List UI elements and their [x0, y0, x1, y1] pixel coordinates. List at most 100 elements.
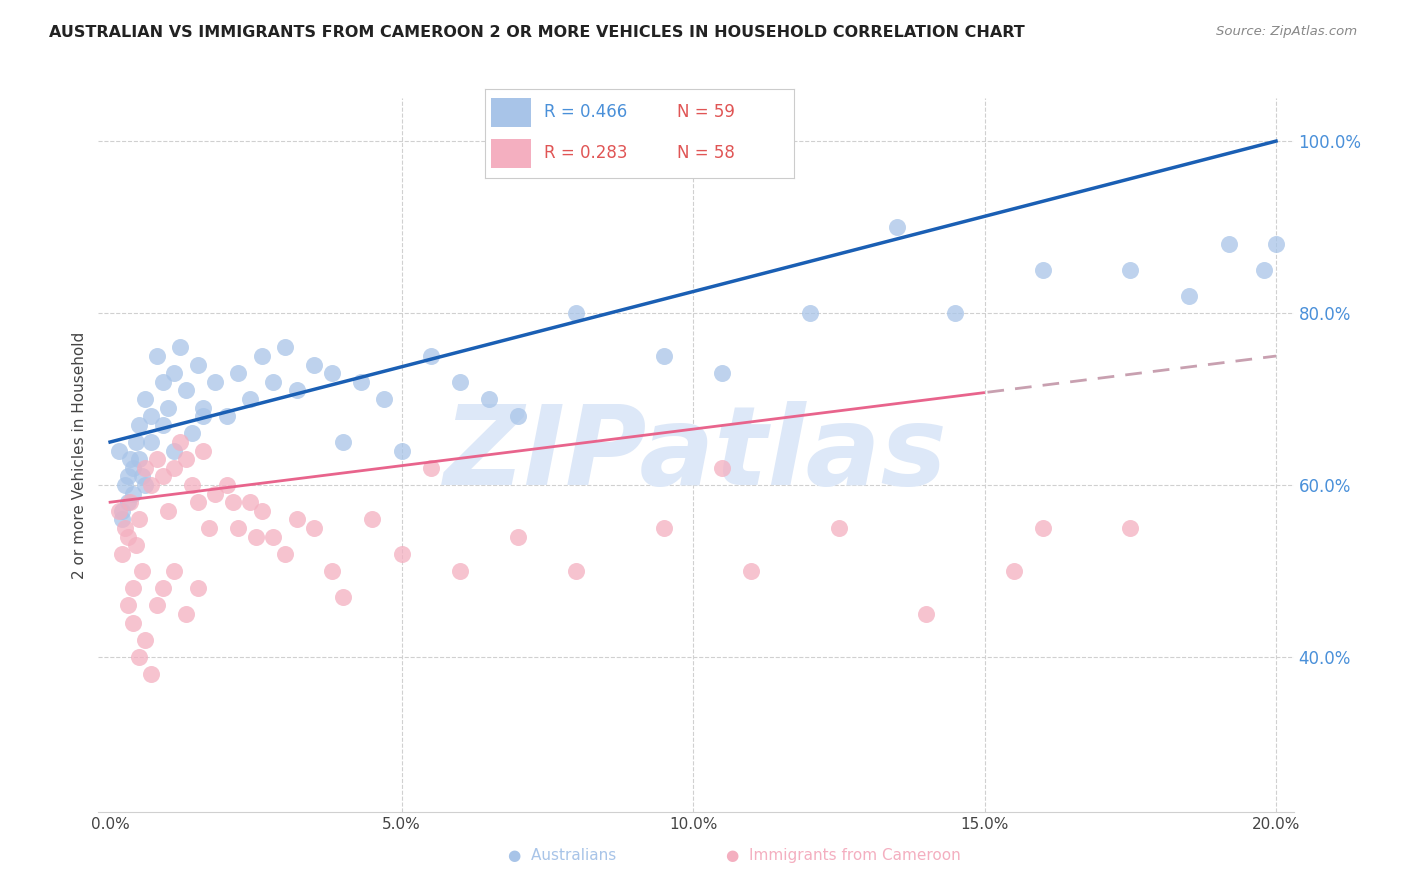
Point: [915, 607, 938, 621]
Point: [180, 478, 202, 492]
Point: [228, 366, 250, 380]
Point: [204, 375, 226, 389]
Text: ●  Australians: ● Australians: [509, 848, 616, 863]
Point: [1119, 521, 1142, 535]
Point: [449, 564, 471, 578]
Point: [131, 564, 153, 578]
Point: [128, 452, 150, 467]
Point: [117, 599, 139, 613]
Point: [125, 435, 148, 450]
Point: [204, 486, 226, 500]
Point: [186, 358, 208, 372]
Point: [886, 220, 908, 235]
Y-axis label: 2 or more Vehicles in Household: 2 or more Vehicles in Household: [72, 331, 87, 579]
Point: [145, 599, 167, 613]
Point: [1032, 521, 1054, 535]
Text: N = 58: N = 58: [676, 145, 735, 162]
Point: [1119, 263, 1142, 277]
Point: [1218, 237, 1240, 252]
Point: [321, 564, 343, 578]
Point: [193, 443, 215, 458]
Point: [152, 417, 174, 432]
Text: N = 59: N = 59: [676, 103, 735, 121]
Point: [134, 632, 156, 647]
Point: [186, 581, 208, 595]
Point: [163, 443, 186, 458]
Point: [163, 366, 186, 380]
Point: [565, 564, 588, 578]
Point: [134, 478, 156, 492]
Text: ●  Immigrants from Cameroon: ● Immigrants from Cameroon: [727, 848, 960, 863]
Point: [139, 667, 162, 681]
Point: [508, 409, 530, 424]
Point: [111, 512, 134, 526]
Point: [302, 358, 325, 372]
Text: Source: ZipAtlas.com: Source: ZipAtlas.com: [1216, 25, 1357, 38]
Point: [215, 409, 238, 424]
Point: [1177, 289, 1199, 303]
Point: [122, 615, 145, 630]
Point: [193, 401, 215, 415]
Point: [122, 581, 145, 595]
Point: [302, 521, 325, 535]
Point: [945, 306, 967, 320]
Point: [419, 460, 441, 475]
Point: [139, 435, 162, 450]
Point: [169, 341, 191, 355]
Text: ZIPatlas: ZIPatlas: [444, 401, 948, 508]
Point: [174, 384, 197, 398]
Point: [131, 469, 153, 483]
Point: [373, 392, 395, 406]
Point: [262, 375, 284, 389]
Point: [152, 469, 174, 483]
Point: [711, 366, 734, 380]
Point: [449, 375, 471, 389]
Point: [262, 530, 284, 544]
Point: [274, 341, 297, 355]
Point: [120, 452, 142, 467]
Point: [108, 443, 131, 458]
Text: R = 0.283: R = 0.283: [544, 145, 627, 162]
Point: [478, 392, 501, 406]
Point: [321, 366, 343, 380]
Point: [114, 478, 136, 492]
Point: [122, 486, 145, 500]
Point: [1253, 263, 1275, 277]
Point: [114, 521, 136, 535]
Point: [139, 409, 162, 424]
Point: [361, 512, 384, 526]
Point: [163, 460, 186, 475]
Point: [419, 349, 441, 363]
Point: [391, 443, 413, 458]
Point: [128, 417, 150, 432]
Point: [1265, 237, 1288, 252]
Point: [565, 306, 588, 320]
Point: [245, 530, 267, 544]
Point: [117, 530, 139, 544]
Point: [198, 521, 221, 535]
Point: [652, 521, 675, 535]
Point: [391, 547, 413, 561]
Point: [1002, 564, 1025, 578]
Point: [111, 504, 134, 518]
Point: [117, 495, 139, 509]
Point: [128, 512, 150, 526]
Point: [711, 460, 734, 475]
Point: [163, 564, 186, 578]
Point: [169, 435, 191, 450]
Point: [332, 435, 354, 450]
Point: [652, 349, 675, 363]
Point: [157, 401, 180, 415]
Point: [221, 495, 243, 509]
Point: [122, 460, 145, 475]
Text: AUSTRALIAN VS IMMIGRANTS FROM CAMEROON 2 OR MORE VEHICLES IN HOUSEHOLD CORRELATI: AUSTRALIAN VS IMMIGRANTS FROM CAMEROON 2…: [49, 25, 1025, 40]
Point: [145, 452, 167, 467]
Point: [157, 504, 180, 518]
Point: [134, 392, 156, 406]
Point: [239, 495, 262, 509]
Point: [799, 306, 821, 320]
Point: [180, 426, 202, 441]
Point: [350, 375, 373, 389]
Point: [186, 495, 208, 509]
Point: [239, 392, 262, 406]
